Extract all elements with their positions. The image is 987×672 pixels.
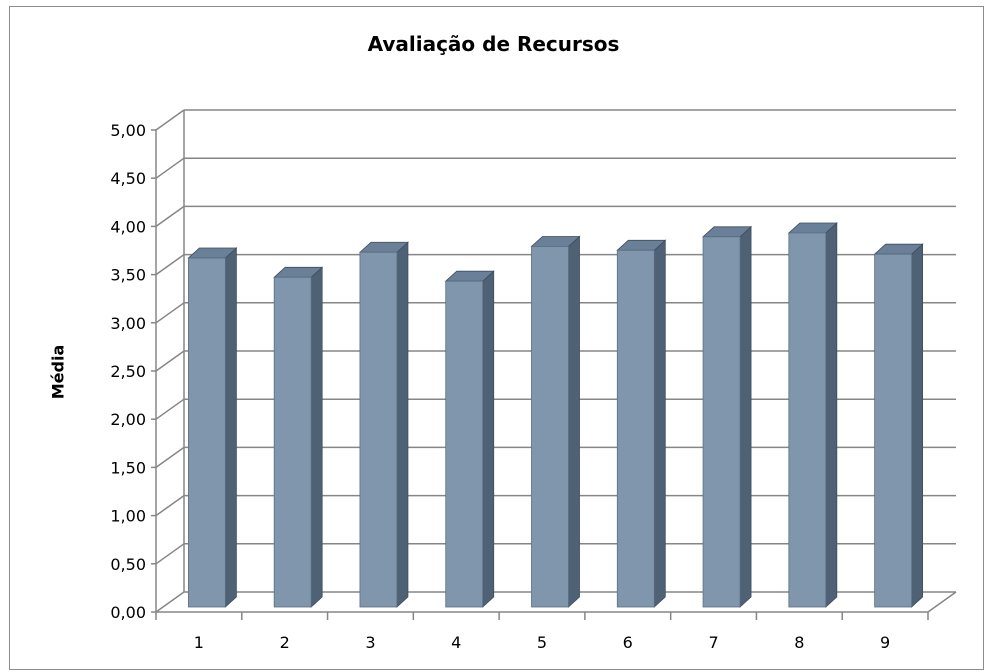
y-tick-label: 0,00 (110, 603, 146, 622)
bar-side (653, 239, 666, 608)
x-tick-label: 4 (451, 633, 461, 652)
gridline-connector (155, 302, 185, 324)
bar-front (445, 280, 484, 608)
x-tick-label: 2 (280, 633, 290, 652)
bar (358, 241, 409, 608)
bar-front (616, 249, 655, 608)
bar-side (310, 266, 323, 608)
gridline-connector (155, 205, 185, 228)
y-tick-label: 4,50 (110, 169, 146, 188)
gridline-connector (155, 109, 185, 131)
bar (873, 243, 924, 608)
bar-front (359, 251, 398, 608)
gridline-connector (155, 543, 185, 565)
bar-front (187, 257, 226, 608)
y-tick-label: 1,00 (110, 507, 146, 526)
chart-title: Avaliação de Recursos (367, 32, 620, 56)
gridline-connector (155, 494, 185, 517)
gridline-connector (155, 446, 185, 469)
x-tick-label: 5 (537, 633, 547, 652)
floor-side-line (927, 591, 957, 613)
bar-side (568, 235, 580, 608)
bar-side (739, 225, 752, 608)
bar-front (531, 246, 569, 608)
bar (273, 266, 324, 608)
bar-side (825, 222, 838, 608)
y-tick-label: 2,50 (110, 362, 146, 381)
bar-front (273, 276, 312, 608)
x-tick-label: 9 (880, 633, 890, 652)
x-tick-label: 6 (623, 633, 633, 652)
bar-side (396, 241, 409, 608)
bar-front (788, 232, 827, 608)
bar-side (224, 247, 237, 608)
bar (530, 235, 581, 608)
tick-labels: 0,00 0,50 1,00 1,50 2,00 2,50 3,00 3,50 4,00 4,50… (110, 121, 890, 652)
bar (444, 270, 495, 608)
x-tick-label: 7 (708, 633, 718, 652)
bar-front (702, 236, 741, 608)
y-tick-label: 3,50 (110, 266, 146, 285)
bar-side (482, 270, 495, 608)
gridline-connector (155, 591, 185, 613)
gridline-connector (155, 157, 185, 179)
bar (702, 225, 753, 608)
bar (616, 239, 667, 608)
bar (787, 222, 838, 608)
y-tick-label: 4,00 (110, 217, 146, 236)
bar-front (874, 253, 913, 608)
y-tick-label: 2,00 (110, 410, 146, 429)
x-tick-label: 8 (794, 633, 804, 652)
y-tick-label: 1,50 (110, 458, 146, 477)
x-tick-label: 1 (194, 633, 204, 652)
gridline-connector (155, 350, 185, 372)
gridline-connector (155, 398, 185, 420)
y-tick-label: 0,50 (110, 555, 146, 574)
bar-side (911, 243, 924, 608)
y-tick-label: 3,00 (110, 314, 146, 333)
x-tick-label: 3 (365, 633, 375, 652)
y-tick-label: 5,00 (110, 121, 146, 140)
bars (187, 222, 924, 608)
bar (187, 247, 238, 608)
gridline-connector (155, 253, 185, 276)
